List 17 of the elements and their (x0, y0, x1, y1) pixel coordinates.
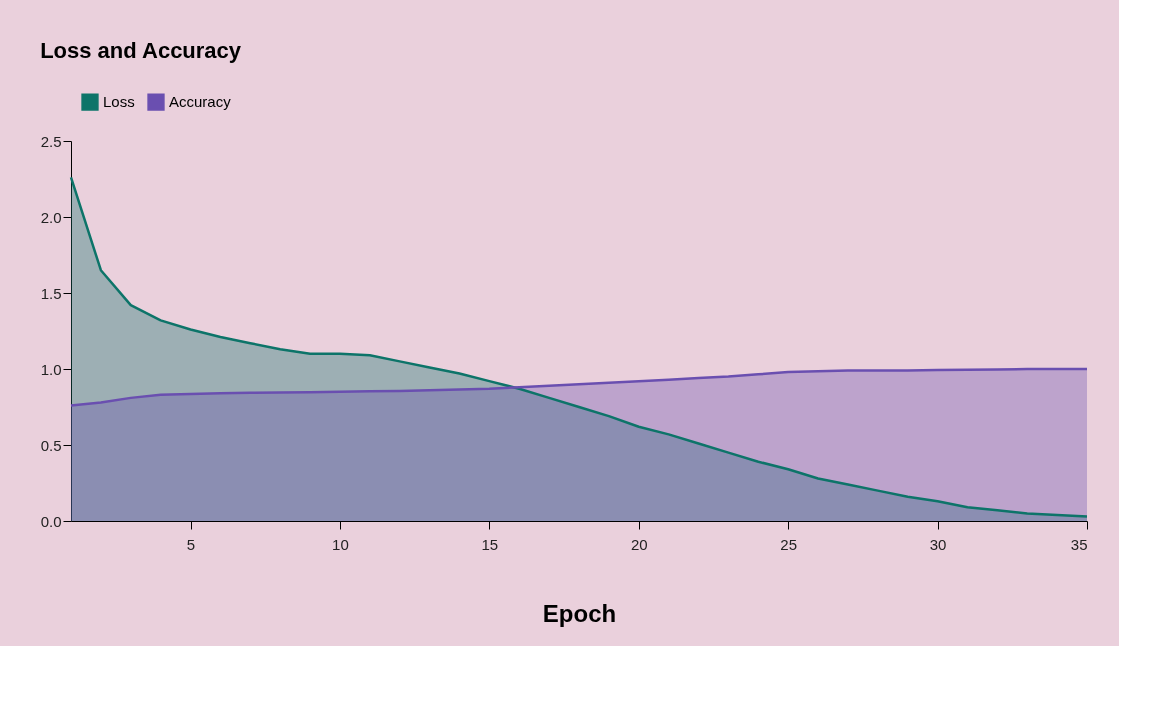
chart-title: Loss and Accuracy (40, 38, 242, 63)
x-tick-label: 20 (630, 535, 648, 553)
x-tick-label: 30 (929, 535, 947, 553)
x-tick-label: 25 (780, 535, 798, 553)
y-tick-label: 2.0 (40, 208, 62, 226)
y-tick-label: 1.0 (40, 360, 62, 378)
y-tick-label: 2.5 (40, 132, 62, 150)
x-tick-label: 5 (186, 535, 196, 553)
legend-label: Loss (103, 93, 135, 111)
y-tick-label: 1.5 (40, 284, 62, 302)
y-tick-label: 0.0 (40, 512, 62, 530)
x-axis-title: Epoch (542, 599, 617, 627)
x-tick-label: 35 (1070, 535, 1088, 553)
legend-label: Accuracy (169, 93, 232, 111)
y-tick-label: 0.5 (40, 436, 62, 454)
x-tick-label: 15 (481, 535, 499, 553)
x-tick-label: 10 (332, 535, 349, 553)
